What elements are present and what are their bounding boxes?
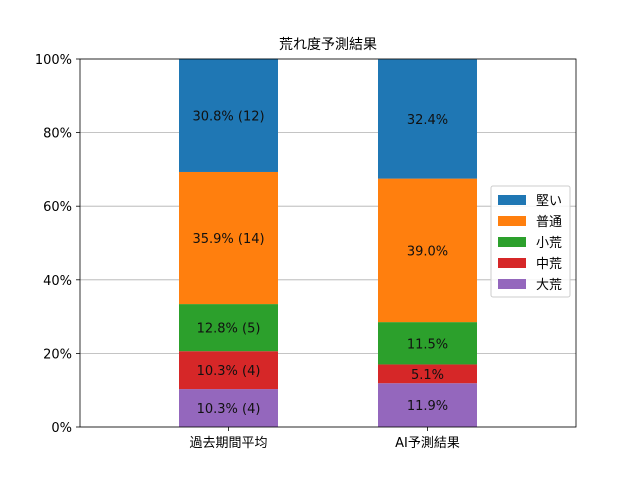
data-label: 11.9% [407,399,448,414]
bar-segment [179,58,278,172]
y-tick-label: 80% [43,127,72,142]
legend-swatch [498,237,526,247]
axis-layer: 過去期間平均 AI予測結果 0% 20% 40% 60% 80% 100% [35,53,577,451]
bar-segment [378,178,477,323]
data-label: 10.3% (4) [197,364,261,379]
data-label: 5.1% [411,368,444,383]
plot-frame [79,58,577,428]
y-tick-label: 60% [43,200,72,215]
bar-segment [378,59,477,179]
legend-label: 小荒 [536,236,562,251]
data-label: 30.8% (12) [192,109,264,124]
legend-frame [490,185,571,298]
legend-label: 普通 [536,215,562,230]
bars-layer: 10.3% (4) 10.3% (4) 12.8% (5) 35.9% (14) 30.… [179,58,477,427]
legend-label: 大荒 [536,278,562,293]
legend-label: 中荒 [536,257,562,272]
legend-swatch [498,195,526,205]
data-label: 12.8% (5) [197,322,261,337]
data-label: 39.0% [407,244,448,259]
data-label: 32.4% [407,113,448,128]
bar-segment [378,364,477,384]
bar-segment [179,351,278,390]
chart-title: 荒れ度予測結果 [279,37,377,53]
y-tick-label: 100% [35,53,72,68]
bar-segment [179,389,278,427]
legend-swatch [498,258,526,268]
bar-segment [179,171,278,305]
legend-label: 堅い [536,194,562,209]
x-tick-label: 過去期間平均 [189,436,267,451]
y-tick-label: 0% [51,421,72,436]
legend-swatch [498,216,526,226]
data-label: 10.3% (4) [197,402,261,417]
y-tick-label: 20% [43,347,72,362]
bar-segment [378,322,477,365]
bar-segment [179,304,278,352]
y-tick-label: 40% [43,274,72,289]
data-label: 11.5% [407,337,448,352]
x-tick-label: AI予測結果 [395,436,460,451]
legend-swatch [498,279,526,289]
bar-segment [378,383,477,427]
data-label: 35.9% (14) [192,232,264,247]
